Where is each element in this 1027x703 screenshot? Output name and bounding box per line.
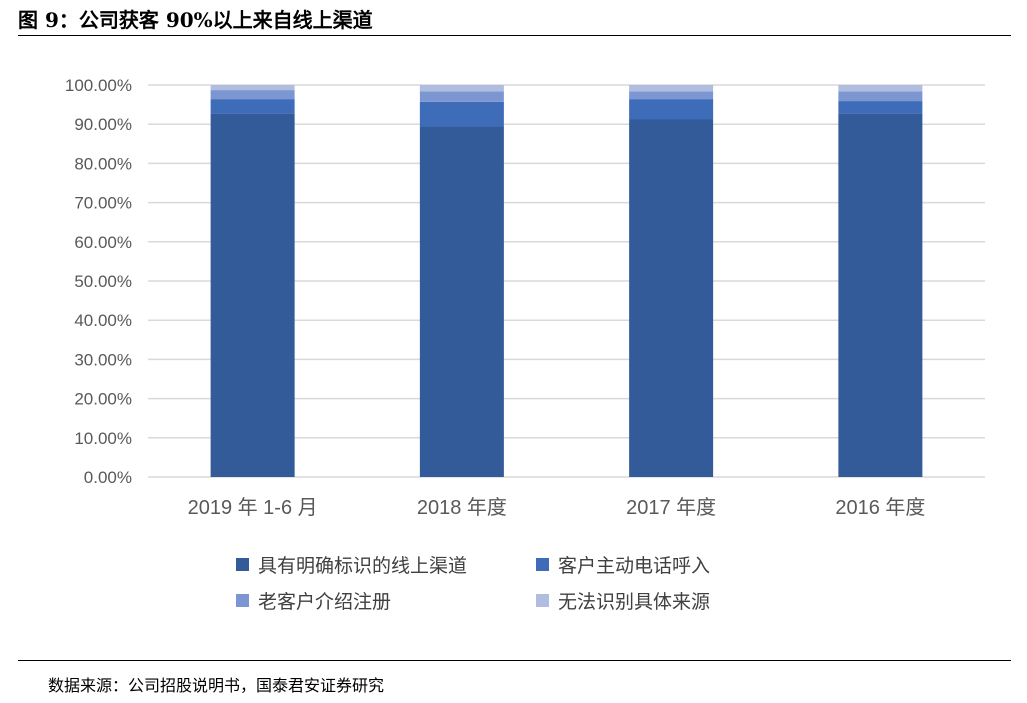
x-tick-label: 2017 年度: [626, 496, 716, 519]
bar-segment: [419, 85, 504, 92]
bar-segment: [210, 99, 295, 114]
top-rule: [18, 35, 1011, 36]
bar-segment: [838, 85, 923, 92]
y-tick-label: 70.00%: [74, 194, 132, 213]
y-tick-label: 10.00%: [74, 429, 132, 448]
bar-segment: [629, 91, 714, 100]
bar-segment: [838, 91, 923, 102]
bar-segment: [838, 101, 923, 114]
legend-swatch: [536, 594, 549, 607]
y-tick-label: 40.00%: [74, 311, 132, 330]
y-tick-label: 90.00%: [74, 115, 132, 134]
legend-label: 客户主动电话呼入: [558, 555, 710, 577]
bar-segment: [419, 101, 504, 127]
legend-swatch: [236, 594, 249, 607]
legend-label: 老客户介绍注册: [258, 591, 391, 613]
figure-title: 图 9：公司获客 90%以上来自线上渠道: [18, 8, 373, 32]
bar-segment: [210, 113, 295, 477]
source-note: 数据来源：公司招股说明书，国泰君安证券研究: [48, 676, 385, 695]
bar-segment: [629, 85, 714, 92]
bar-segment: [838, 113, 923, 477]
legend-label: 无法识别具体来源: [558, 591, 710, 613]
bar-segment: [419, 126, 504, 477]
y-tick-label: 30.00%: [74, 350, 132, 369]
legend-swatch: [236, 558, 249, 571]
y-tick-label: 100.00%: [65, 76, 132, 95]
x-tick-label: 2016 年度: [835, 496, 925, 519]
y-tick-label: 20.00%: [74, 390, 132, 409]
bottom-rule: [18, 660, 1011, 661]
stacked-bar-chart: 0.00% 10.00% 20.00% 30.00% 40.00% 50.00% 60.00…: [65, 76, 985, 613]
bar-segment: [629, 119, 714, 477]
x-tick-label: 2018 年度: [417, 496, 507, 519]
y-tick-label: 50.00%: [74, 272, 132, 291]
y-tick-label: 60.00%: [74, 233, 132, 252]
bar-segment: [419, 91, 504, 102]
y-tick-label: 80.00%: [74, 154, 132, 173]
legend-label: 具有明确标识的线上渠道: [258, 555, 467, 577]
bar-segment: [629, 99, 714, 120]
bar-segment: [210, 90, 295, 100]
legend-swatch: [536, 558, 549, 571]
bar-segment: [210, 85, 295, 91]
x-tick-label: 2019 年 1-6 月: [188, 496, 318, 519]
y-tick-label: 0.00%: [84, 468, 132, 487]
